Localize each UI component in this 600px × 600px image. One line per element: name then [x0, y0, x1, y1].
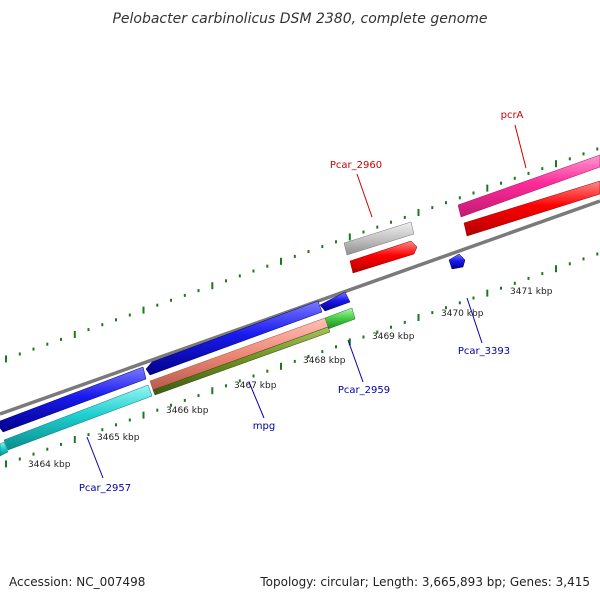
reverse-strand-features: [0, 253, 466, 457]
gene-label-mpg[interactable]: mpg: [253, 421, 275, 432]
forward-strand-features: [343, 154, 600, 274]
kbp-label: 3464 kbp: [28, 460, 71, 470]
cyan-feature-left[interactable]: [0, 441, 9, 457]
kbp-label: 3470 kbp: [441, 309, 484, 319]
gene-mpg[interactable]: [145, 300, 323, 376]
gene-label-pcar-2959[interactable]: Pcar_2959: [338, 385, 390, 396]
gene-label-pcar-3393[interactable]: Pcar_3393: [458, 346, 510, 357]
kbp-labels: 3464 kbp 3465 kbp 3466 kbp 3467 kbp 3468…: [28, 287, 553, 470]
accession-text: Accession: NC_007498: [9, 575, 145, 589]
gene-pcar-2960[interactable]: [349, 240, 418, 274]
gene-labels: pcrA Pcar_2960 Pcar_3393 Pcar_2959 mpg P…: [79, 110, 524, 494]
gene-pcar-3393[interactable]: [448, 253, 466, 270]
green-feature[interactable]: [324, 307, 356, 330]
gene-pcar-2957[interactable]: [0, 366, 147, 433]
kbp-label: 3471 kbp: [510, 287, 553, 297]
label-leaders: [86, 124, 527, 479]
olive-feature[interactable]: [152, 326, 331, 396]
kbp-label: 3467 kbp: [234, 381, 277, 391]
gene-label-pcar-2960[interactable]: Pcar_2960: [330, 160, 382, 171]
gene-pcra-rna-feature[interactable]: [457, 154, 600, 218]
kbp-label: 3465 kbp: [97, 433, 140, 443]
gene-pcra[interactable]: [463, 180, 600, 237]
genome-summary-text: Topology: circular; Length: 3,665,893 bp…: [259, 575, 590, 589]
kbp-label: 3469 kbp: [372, 332, 415, 342]
cyan-feature[interactable]: [3, 384, 153, 451]
gene-label-pcar-2957[interactable]: Pcar_2957: [79, 483, 131, 494]
genome-title: Pelobacter carbinolicus DSM 2380, comple…: [112, 11, 487, 27]
gene-pcar-2960-pseudo[interactable]: [343, 221, 415, 256]
kbp-label: 3466 kbp: [166, 406, 209, 416]
gene-label-pcra[interactable]: pcrA: [501, 110, 524, 121]
ruler-ticks: [5, 147, 599, 468]
kbp-label: 3468 kbp: [303, 356, 346, 366]
gene-pcar-2959[interactable]: [319, 291, 351, 312]
